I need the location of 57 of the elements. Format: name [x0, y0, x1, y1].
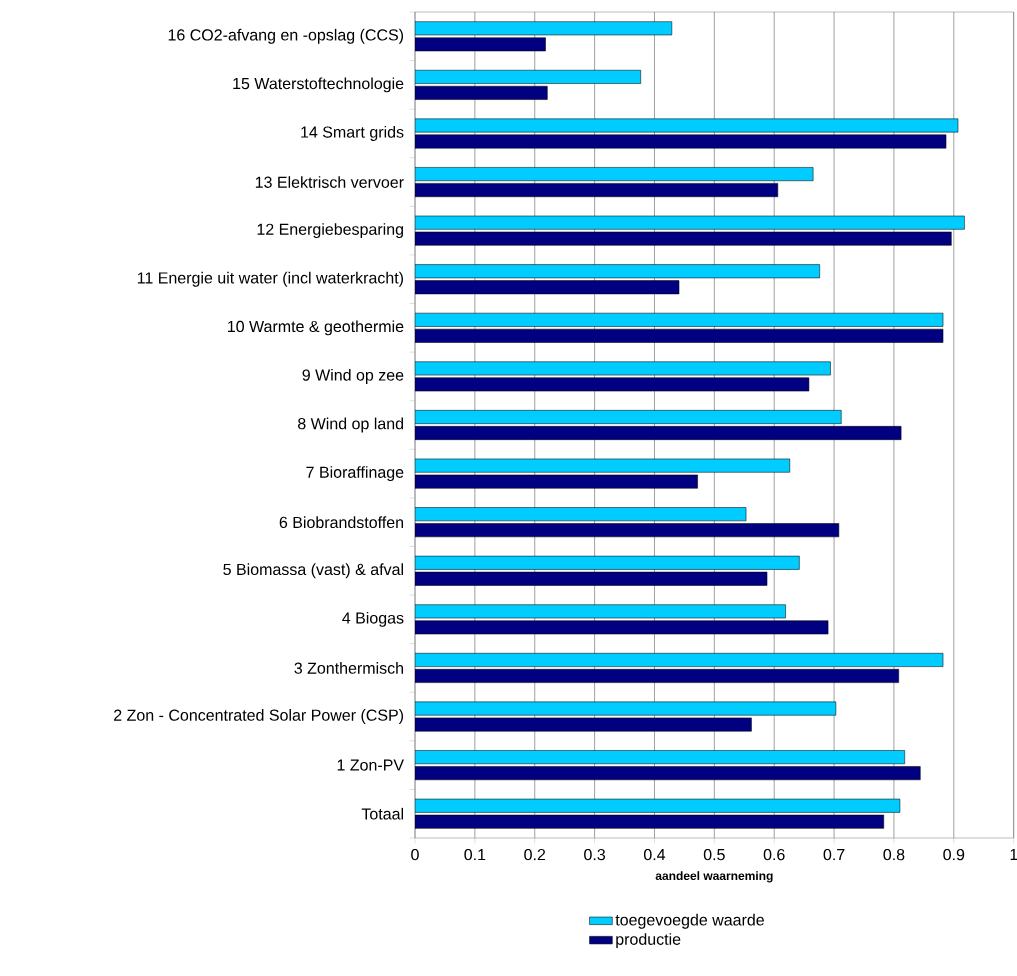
bar: [415, 328, 944, 343]
x-tick-label: 0.3: [584, 848, 606, 861]
bar: [415, 377, 810, 392]
bar: [415, 766, 921, 781]
bar: [415, 555, 800, 570]
legend-label: toegevoegde waarde: [615, 913, 764, 929]
bar: [415, 814, 885, 829]
bar: [415, 701, 837, 716]
y-tick-label: 14 Smart grids: [301, 126, 404, 141]
y-tick-label: 10 Warmte & geothermie: [228, 320, 404, 336]
bar: [415, 312, 944, 327]
bar: [415, 215, 965, 230]
bar: [415, 523, 840, 538]
y-tick-label: 15 Waterstoftechnologie: [233, 77, 404, 93]
y-tick-label: 11 Energie uit water (incl waterkracht): [137, 271, 404, 287]
bar: [415, 118, 959, 133]
bar: [415, 458, 791, 473]
bar: [415, 798, 901, 813]
x-tick-label: 0.1: [464, 848, 486, 861]
y-tick-label: 8 Wind op land: [298, 417, 403, 433]
x-tick-label: 0.2: [524, 848, 546, 861]
y-tick-label: 12 Energiebesparing: [257, 223, 403, 239]
y-tick-label: 2 Zon - Concentrated Solar Power (CSP): [114, 709, 404, 724]
bar: [415, 231, 952, 246]
x-tick-label: 0.8: [883, 848, 905, 861]
bar: [415, 620, 829, 635]
x-tick-label: 0.4: [643, 848, 666, 861]
bar: [415, 264, 820, 279]
bar: [415, 750, 905, 765]
y-tick-label: 13 Elektrisch vervoer: [255, 176, 404, 188]
x-tick-label: 0.9: [943, 848, 965, 861]
legend-label: productie: [616, 933, 681, 949]
x-tick-label: 0: [411, 848, 419, 861]
bar: [415, 653, 944, 667]
y-tick-label: 4 Biogas: [342, 611, 404, 627]
bar: [415, 426, 902, 440]
x-tick-label: 1: [1010, 848, 1017, 860]
bar: [415, 604, 786, 619]
bar: [415, 669, 899, 683]
y-tick-label: 6 Biobrandstoffen: [279, 516, 404, 529]
bar: [415, 183, 779, 197]
bar: [415, 361, 831, 376]
y-tick-label: 5 Biomassa (vast) & afval: [223, 563, 403, 579]
bar: [415, 410, 842, 424]
bar: [415, 167, 814, 182]
bar: [415, 134, 947, 149]
x-tick-label: 0.6: [763, 848, 785, 861]
y-tick-label: 9 Wind op zee: [302, 368, 404, 384]
y-tick-label: 7 Bioraffinage: [306, 466, 404, 482]
y-tick-label: 3 Zonthermisch: [294, 662, 404, 674]
bar: [415, 717, 752, 732]
x-tick-label: 0.7: [823, 848, 845, 861]
y-tick-label: Totaal: [361, 807, 404, 820]
x-tick-label: 0.5: [703, 848, 725, 861]
x-axis-title: aandeel waarneming: [655, 871, 773, 883]
y-tick-label: 16 CO2-afvang en -opslag (CCS): [168, 28, 404, 44]
y-tick-label: 1 Zon-PV: [337, 759, 404, 771]
